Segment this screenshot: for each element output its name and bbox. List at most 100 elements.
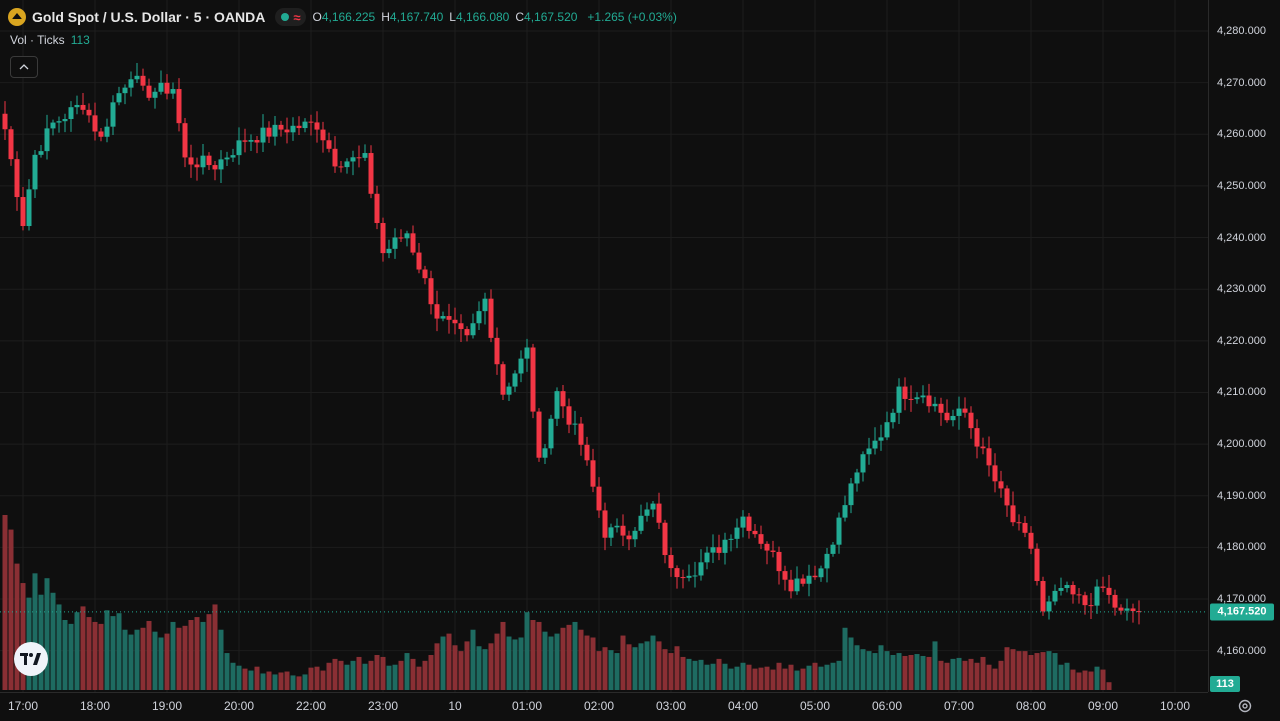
candle-body: [638, 515, 644, 531]
candle: [284, 117, 290, 144]
candle-body: [1070, 584, 1076, 595]
volume-bar: [194, 617, 200, 690]
candle: [608, 523, 614, 546]
time-axis[interactable]: 17:00 18:00 19:00 20:00 22:00 23:00 10 01:00 02:…: [0, 692, 1208, 721]
volume-bar: [704, 664, 710, 690]
candle: [1088, 593, 1094, 620]
candle-body: [788, 579, 794, 592]
candle-body: [1094, 586, 1100, 606]
volume-legend[interactable]: Vol · Ticks 113: [10, 33, 90, 47]
volume-bar: [212, 604, 218, 690]
candle-body: [458, 323, 464, 330]
volume-bar: [62, 620, 68, 690]
candle: [464, 326, 470, 342]
candle: [842, 495, 848, 522]
candle: [482, 292, 488, 325]
collapse-legend-button[interactable]: [10, 56, 38, 78]
price-tick-label: 4,210.000: [1217, 386, 1266, 399]
candle: [398, 229, 404, 242]
candle-body: [152, 91, 158, 98]
candle: [590, 448, 596, 493]
candle: [668, 547, 674, 577]
volume-bar: [368, 660, 374, 690]
time-tick-label: 19:00: [151, 699, 183, 713]
volume-bar: [380, 656, 386, 690]
volume-bar: [362, 663, 368, 690]
candle-body: [140, 75, 146, 86]
candle: [956, 396, 962, 430]
candle-body: [398, 237, 404, 239]
volume-bar: [644, 641, 650, 690]
candle: [434, 290, 440, 332]
volume-bar: [968, 658, 974, 690]
candle: [224, 151, 230, 166]
candle-body: [572, 423, 578, 425]
volume-bar: [356, 656, 362, 690]
volume-bar: [272, 674, 278, 690]
candle-body: [620, 525, 626, 536]
candle-body: [734, 527, 740, 539]
volume-bar: [158, 637, 164, 690]
candle: [248, 134, 254, 151]
candle-body: [968, 412, 974, 429]
candle-body: [740, 516, 746, 528]
candle: [698, 549, 704, 581]
symbol-title[interactable]: Gold Spot / U.S. Dollar · 5 · OANDA: [32, 9, 266, 25]
candle-body: [698, 562, 704, 576]
candle: [194, 157, 200, 181]
candle-body: [626, 535, 632, 540]
candle: [770, 540, 776, 558]
candle-body: [314, 122, 320, 130]
price-axis[interactable]: 4,280.000 4,270.000 4,260.000 4,250.000 4,24…: [1208, 0, 1280, 692]
volume-bar: [290, 675, 296, 690]
volume-bar: [278, 672, 284, 690]
candle-body: [1016, 522, 1022, 524]
candle-body: [590, 460, 596, 487]
candle: [740, 510, 746, 538]
chart-pane[interactable]: [0, 0, 1208, 692]
candle-body: [818, 568, 824, 578]
chart-settings-icon[interactable]: [1236, 697, 1254, 715]
candle-body: [98, 131, 104, 137]
candle: [692, 561, 698, 588]
candle: [14, 151, 20, 211]
candle-body: [866, 448, 872, 455]
candle-body: [242, 140, 248, 142]
candle: [26, 179, 32, 231]
volume-bar: [464, 641, 470, 690]
candle-body: [446, 316, 452, 320]
market-status-pill[interactable]: ≈: [275, 8, 307, 26]
candle-body: [50, 122, 56, 129]
candlestick-chart[interactable]: [0, 0, 1208, 692]
candle: [182, 117, 188, 168]
candle: [260, 114, 266, 153]
candle-body: [782, 571, 788, 580]
volume-bar: [830, 662, 836, 690]
volume-bar: [578, 629, 584, 690]
volume-bar: [110, 616, 116, 690]
candle: [710, 534, 716, 564]
candle: [1112, 589, 1118, 616]
candle: [566, 398, 572, 434]
candle-body: [878, 437, 884, 441]
candle-body: [182, 123, 188, 158]
candle: [986, 436, 992, 477]
volume-bar: [674, 646, 680, 690]
candle: [758, 525, 764, 550]
candle-body: [392, 237, 398, 249]
time-tick-label: 08:00: [1015, 699, 1047, 713]
volume-bar: [530, 620, 536, 690]
tradingview-logo-icon[interactable]: [14, 642, 48, 676]
candle-body: [386, 248, 392, 254]
candle: [122, 84, 128, 105]
candle: [872, 427, 878, 455]
time-tick-label: 20:00: [223, 699, 255, 713]
candle: [602, 502, 608, 551]
candle-body: [212, 165, 218, 170]
candle-body: [944, 412, 950, 421]
candle: [152, 87, 158, 109]
candle: [2, 101, 8, 141]
price-change: +1.265 (+0.03%): [587, 10, 677, 24]
candle-body: [704, 552, 710, 563]
candle-body: [1028, 532, 1034, 549]
